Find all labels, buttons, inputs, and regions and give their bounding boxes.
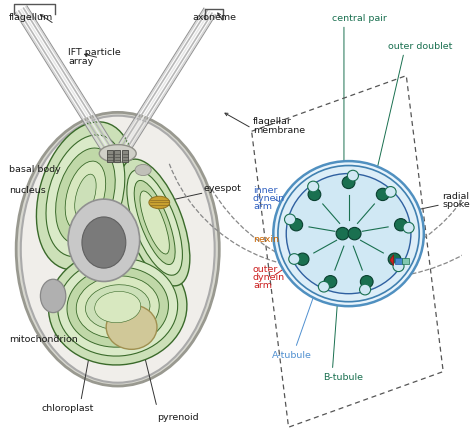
Ellipse shape bbox=[68, 199, 140, 282]
Bar bbox=[122, 150, 128, 162]
Ellipse shape bbox=[36, 122, 135, 270]
Text: outer doublet: outer doublet bbox=[388, 42, 452, 51]
Text: nucleus: nucleus bbox=[9, 186, 46, 194]
Text: dynein: dynein bbox=[253, 194, 285, 203]
Text: spoke: spoke bbox=[442, 200, 470, 209]
Text: arm: arm bbox=[253, 281, 272, 290]
Circle shape bbox=[324, 275, 337, 288]
Text: basal body: basal body bbox=[9, 165, 61, 174]
Text: IFT particle: IFT particle bbox=[68, 48, 121, 57]
Circle shape bbox=[286, 174, 411, 294]
Circle shape bbox=[403, 222, 414, 233]
Text: flagellum: flagellum bbox=[9, 13, 54, 22]
Ellipse shape bbox=[85, 285, 150, 329]
Ellipse shape bbox=[106, 305, 157, 349]
Ellipse shape bbox=[65, 161, 106, 231]
Ellipse shape bbox=[75, 174, 96, 218]
Ellipse shape bbox=[76, 276, 159, 338]
Ellipse shape bbox=[135, 165, 151, 176]
Ellipse shape bbox=[119, 159, 190, 286]
Ellipse shape bbox=[82, 217, 126, 268]
Circle shape bbox=[308, 181, 319, 192]
Bar bbox=[115, 150, 120, 162]
Bar bbox=[402, 258, 409, 263]
Ellipse shape bbox=[46, 135, 125, 257]
Ellipse shape bbox=[40, 279, 66, 312]
Text: axoneme: axoneme bbox=[192, 13, 237, 22]
Circle shape bbox=[342, 176, 355, 189]
Ellipse shape bbox=[48, 249, 187, 365]
Circle shape bbox=[347, 170, 358, 181]
Ellipse shape bbox=[99, 145, 136, 162]
Text: outer: outer bbox=[253, 265, 278, 274]
Text: B-tubule: B-tubule bbox=[323, 373, 363, 382]
Text: membrane: membrane bbox=[253, 126, 305, 135]
Circle shape bbox=[394, 218, 407, 231]
Polygon shape bbox=[390, 255, 393, 265]
Text: central pair: central pair bbox=[332, 14, 387, 23]
Circle shape bbox=[376, 188, 389, 201]
Ellipse shape bbox=[58, 258, 178, 356]
Circle shape bbox=[359, 284, 371, 295]
Text: nexin: nexin bbox=[253, 235, 279, 244]
Text: mitochondrion: mitochondrion bbox=[9, 335, 78, 344]
Ellipse shape bbox=[140, 191, 169, 254]
Text: eyespot: eyespot bbox=[203, 184, 241, 193]
Text: pyrenoid: pyrenoid bbox=[157, 413, 199, 422]
Circle shape bbox=[336, 227, 349, 240]
Text: radial: radial bbox=[442, 192, 469, 201]
Circle shape bbox=[308, 188, 321, 201]
Ellipse shape bbox=[127, 170, 182, 275]
Circle shape bbox=[290, 218, 303, 231]
Circle shape bbox=[385, 186, 396, 197]
Text: array: array bbox=[68, 57, 93, 66]
Circle shape bbox=[278, 166, 419, 302]
Ellipse shape bbox=[55, 148, 115, 243]
Circle shape bbox=[289, 254, 300, 264]
Circle shape bbox=[284, 214, 296, 225]
Circle shape bbox=[393, 261, 404, 271]
Circle shape bbox=[360, 275, 373, 288]
Ellipse shape bbox=[149, 196, 170, 209]
Circle shape bbox=[388, 253, 401, 265]
Text: A-tubule: A-tubule bbox=[273, 352, 312, 360]
Circle shape bbox=[348, 227, 361, 240]
Bar bbox=[394, 258, 402, 263]
Circle shape bbox=[319, 281, 329, 292]
Ellipse shape bbox=[67, 267, 168, 347]
Ellipse shape bbox=[16, 113, 219, 386]
Text: flagellar: flagellar bbox=[253, 117, 292, 126]
Text: inner: inner bbox=[253, 186, 277, 195]
Ellipse shape bbox=[95, 291, 141, 323]
Ellipse shape bbox=[21, 116, 215, 383]
Circle shape bbox=[273, 161, 424, 306]
Text: arm: arm bbox=[253, 202, 272, 211]
Bar bbox=[107, 150, 113, 162]
Text: chloroplast: chloroplast bbox=[42, 404, 94, 413]
Text: dynein: dynein bbox=[253, 273, 285, 282]
Ellipse shape bbox=[134, 180, 175, 265]
Circle shape bbox=[296, 253, 309, 265]
